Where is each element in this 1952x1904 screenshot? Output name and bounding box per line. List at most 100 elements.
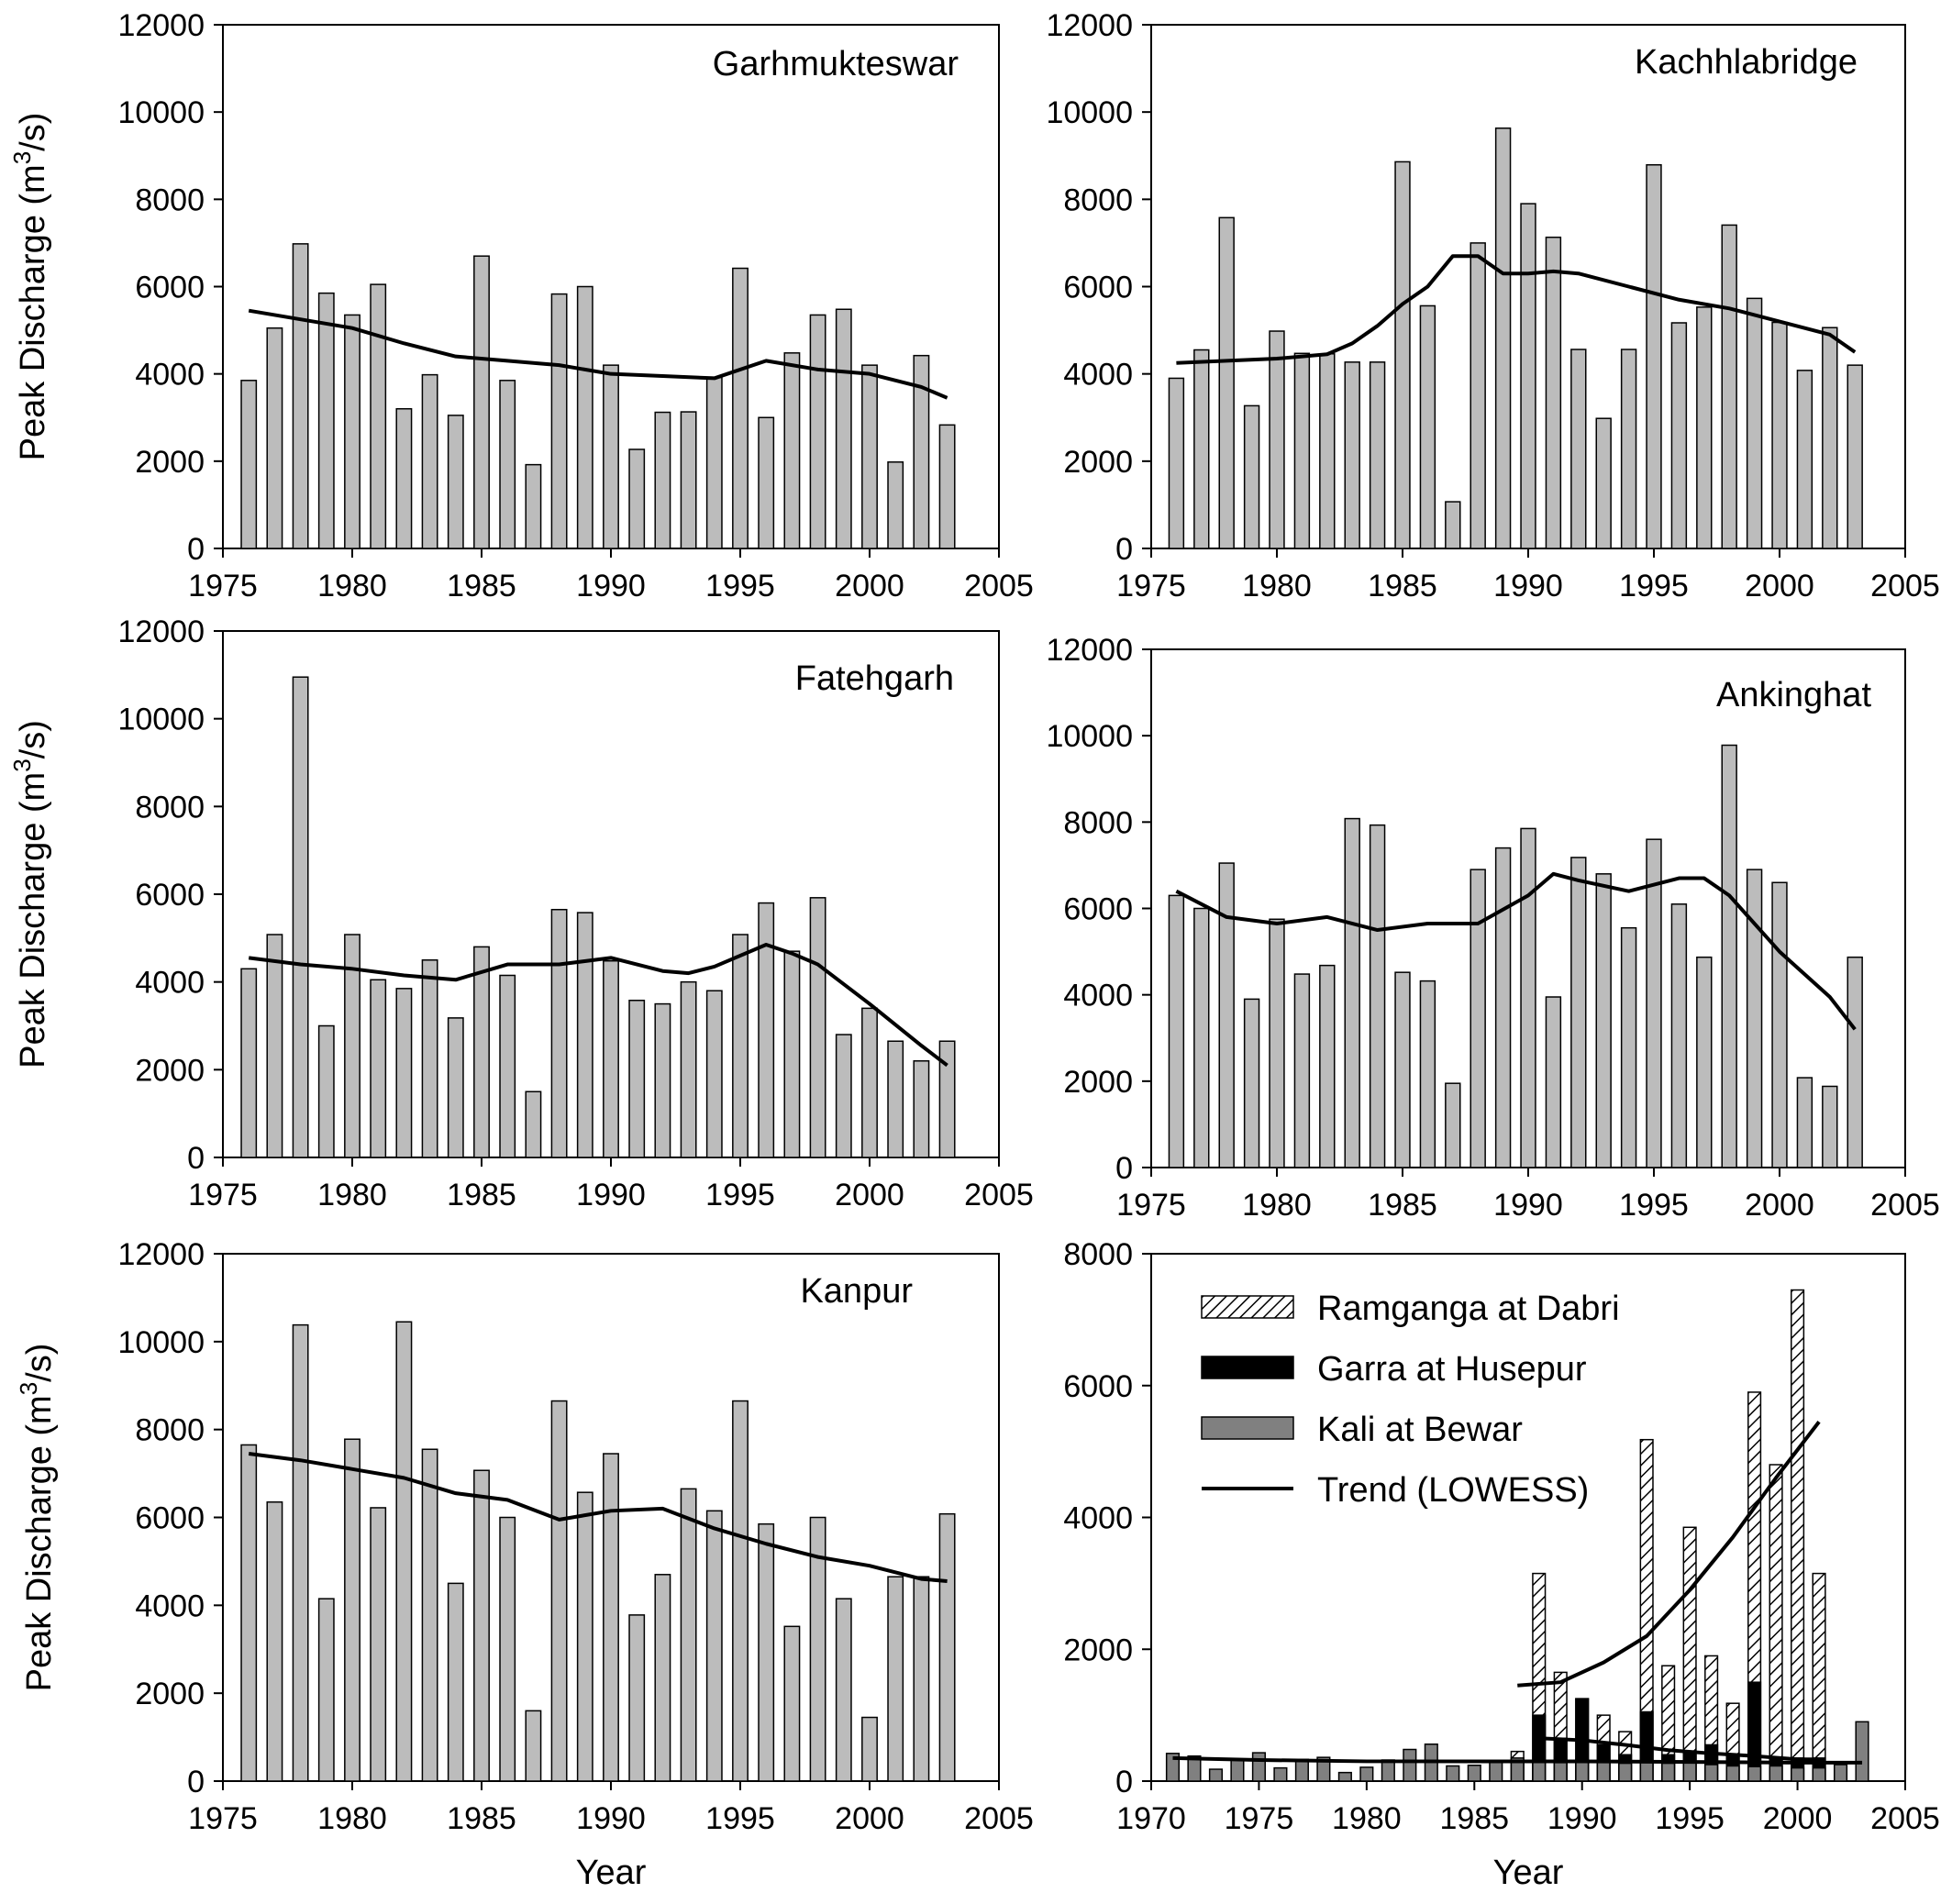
bar (835, 1598, 852, 1782)
bar (1570, 857, 1587, 1168)
y-tick-label: 4000 (135, 358, 205, 393)
panel-5: 0 2000 4000 6000 8000 10000 12000 1975 1980 1985 1… (15, 1237, 1034, 1892)
bar-solid-gray (1769, 1765, 1783, 1782)
bar (1746, 869, 1763, 1168)
bar (370, 1507, 387, 1782)
bar-solid-gray (1489, 1760, 1503, 1782)
bar (1520, 203, 1536, 549)
x-tick-label: 1990 (576, 569, 646, 603)
bar (499, 974, 516, 1158)
bar (447, 1582, 464, 1782)
y-tick-label: 6000 (1063, 1369, 1133, 1404)
bar (938, 1512, 956, 1782)
bar (266, 1500, 283, 1782)
panel-4: 0 2000 4000 6000 8000 10000 12000 1975 1980 1985 1… (1046, 633, 1939, 1223)
x-tick-label: 2005 (1870, 1801, 1940, 1836)
y-tick-label: 6000 (135, 1501, 205, 1536)
y-tick-label: 2000 (135, 1677, 205, 1711)
bar (732, 934, 749, 1158)
panel-title: Kanpur (800, 1272, 913, 1311)
bar (603, 1453, 619, 1782)
x-tick-label: 1975 (188, 1801, 258, 1836)
bar (421, 373, 438, 549)
bar (1670, 322, 1688, 549)
bar (1646, 838, 1662, 1168)
bar (1494, 847, 1512, 1168)
bar (1696, 306, 1713, 549)
bar (654, 1002, 671, 1158)
bar-solid-gray (1618, 1762, 1633, 1782)
x-tick-label: 1980 (317, 569, 387, 603)
bar (1243, 404, 1260, 549)
x-tick-label: 1975 (188, 1178, 258, 1212)
bar (938, 1040, 956, 1158)
bar (628, 1614, 646, 1782)
bar (1494, 127, 1512, 549)
bar (758, 902, 775, 1158)
bar-solid-gray (1704, 1764, 1719, 1782)
bar (525, 463, 542, 549)
x-tick-label: 2000 (835, 1801, 904, 1836)
legend-label: Garra at Husepur (1317, 1350, 1587, 1389)
bar-hatched (1791, 1289, 1805, 1782)
bar-solid-gray (1403, 1748, 1417, 1782)
bar (1168, 377, 1185, 549)
bar (1646, 163, 1662, 549)
bar (1319, 964, 1336, 1168)
y-tick-label: 4000 (135, 966, 205, 1001)
bar (1218, 216, 1235, 549)
y-tick-label: 0 (187, 1765, 205, 1799)
bar (1822, 327, 1838, 549)
bar-solid-gray (1855, 1721, 1869, 1782)
bar (370, 979, 387, 1158)
trend-line (248, 943, 948, 1068)
bar (783, 950, 801, 1158)
y-tick-label: 2000 (1063, 1633, 1133, 1667)
bar (266, 934, 283, 1158)
bar (525, 1710, 542, 1782)
bar (292, 676, 309, 1158)
y-tick-label: 6000 (1063, 271, 1133, 305)
bar (1721, 744, 1737, 1168)
bar (1620, 349, 1637, 549)
bar (421, 959, 438, 1158)
y-tick-label: 12000 (117, 1237, 205, 1272)
bar-solid-gray (1553, 1762, 1568, 1782)
bar-solid-gray (1596, 1760, 1611, 1782)
x-tick-label: 1975 (1225, 1801, 1294, 1836)
bar (680, 980, 697, 1158)
y-tick-label: 8000 (1063, 183, 1133, 217)
bar (473, 946, 490, 1158)
bar (1796, 1077, 1813, 1168)
bar-solid-gray (1661, 1762, 1676, 1782)
y-tick-label: 2000 (1063, 445, 1133, 480)
bar (758, 416, 775, 549)
x-tick-label: 1985 (447, 569, 516, 603)
bar-solid-gray (1316, 1756, 1331, 1782)
bar (705, 990, 723, 1158)
x-tick-label: 1995 (705, 1801, 775, 1836)
bar (1771, 321, 1788, 549)
bar (1369, 824, 1386, 1168)
y-tick-label: 4000 (1063, 1501, 1133, 1536)
x-tick-label: 1985 (1368, 569, 1437, 603)
bar (1470, 869, 1486, 1168)
bar (1269, 330, 1285, 549)
x-tick-label: 1995 (1655, 1801, 1725, 1836)
y-tick-label: 4000 (135, 1589, 205, 1623)
bar (240, 968, 258, 1158)
trend-line (1176, 254, 1857, 365)
y-tick-label: 12000 (1046, 633, 1133, 668)
x-tick-label: 2000 (1763, 1801, 1833, 1836)
bar (576, 1491, 593, 1782)
bar (1470, 242, 1486, 549)
bar (1595, 873, 1612, 1168)
trend-line (1175, 871, 1857, 1031)
y-tick-label: 8000 (135, 1413, 205, 1448)
bar (783, 352, 801, 549)
bar (1445, 501, 1461, 549)
bar (1218, 862, 1235, 1168)
bar (603, 364, 619, 549)
panel-3: 0 2000 4000 6000 8000 10000 12000 1975 1980 1985 1… (8, 614, 1034, 1212)
bar (1319, 353, 1336, 549)
